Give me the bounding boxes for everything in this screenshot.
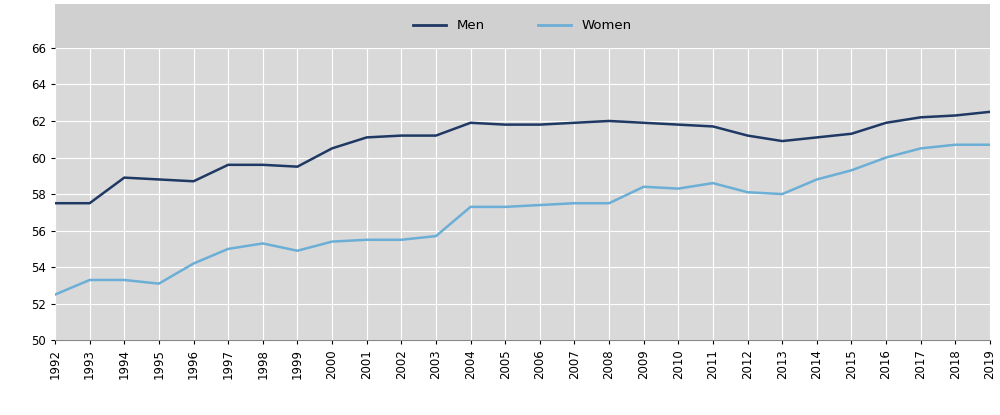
Legend: Men, Women: Men, Women [409,15,636,37]
